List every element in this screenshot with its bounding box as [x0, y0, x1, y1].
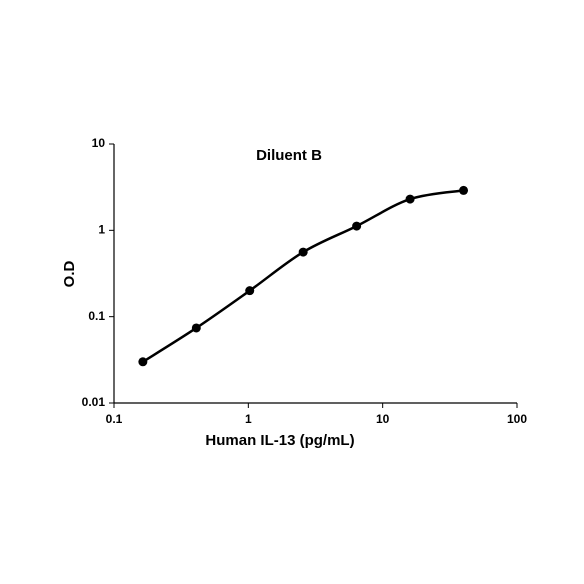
point	[191, 323, 201, 333]
chart-title: Diluent B	[256, 147, 322, 164]
point	[405, 194, 415, 204]
point	[298, 247, 308, 257]
y-tick-label: 1	[98, 223, 105, 237]
x-tick-label: 1	[245, 412, 252, 426]
point	[138, 357, 148, 367]
point	[352, 221, 362, 231]
y-tick-label: 10	[92, 136, 106, 150]
y-tick-label: 0.1	[88, 309, 105, 323]
point	[459, 185, 469, 195]
y-tick-label: 0.01	[82, 395, 106, 409]
x-tick-label: 100	[507, 412, 527, 426]
y-axis-label: O.D	[61, 261, 78, 288]
x-axis-label: Human IL-13 (pg/mL)	[205, 432, 354, 449]
x-tick-label: 0.1	[106, 412, 123, 426]
point	[245, 286, 255, 296]
x-tick-label: 10	[376, 412, 390, 426]
